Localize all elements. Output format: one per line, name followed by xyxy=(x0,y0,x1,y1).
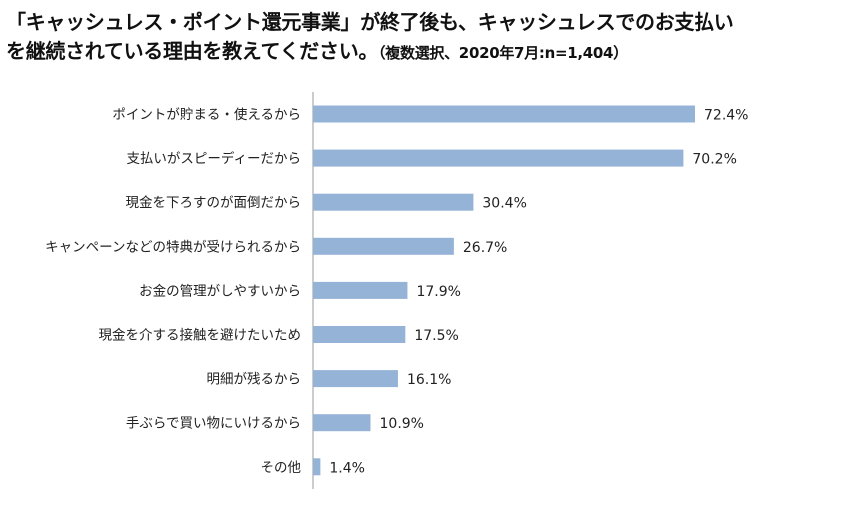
chart-subtitle: （複数選択、2020年7月:n=1,404） xyxy=(378,44,628,62)
category-label: 現金を下ろすのが面倒だから xyxy=(126,195,302,211)
bar xyxy=(313,414,371,432)
value-label: 16.1% xyxy=(407,372,451,388)
bar xyxy=(313,149,684,167)
bar xyxy=(313,237,454,255)
value-label: 1.4% xyxy=(329,460,365,476)
value-label: 26.7% xyxy=(463,240,507,256)
value-label: 70.2% xyxy=(692,152,736,168)
category-label: お金の管理がしやすいから xyxy=(139,283,301,299)
chart-title: 「キャッシュレス・ポイント還元事業」が終了後も、キャッシュレスでのお支払い を継… xyxy=(6,8,858,68)
value-label: 10.9% xyxy=(380,416,424,432)
bar xyxy=(313,326,406,343)
bar xyxy=(313,281,408,299)
bar xyxy=(313,458,321,476)
category-label: 明細が残るから xyxy=(207,372,302,388)
category-label: 手ぶらで買い物にいけるから xyxy=(126,416,301,432)
bar xyxy=(313,193,474,211)
category-label: その他 xyxy=(261,460,302,476)
category-label: ポイントが貯まる・使えるから xyxy=(112,106,301,123)
bar xyxy=(313,105,695,123)
category-label: 支払いがスピーディーだから xyxy=(126,150,301,167)
value-label: 17.9% xyxy=(416,284,460,300)
bars-group: ポイントが貯まる・使えるから 72.4% 支払いがスピーディーだから 70.2% 現金を… xyxy=(45,105,748,476)
value-label: 72.4% xyxy=(704,108,748,124)
chart-title-line-2: を継続されている理由を教えてください。（複数選択、2020年7月:n=1,404… xyxy=(6,37,858,68)
chart-title-line-2-text: を継続されている理由を教えてください。 xyxy=(6,39,379,63)
value-label: 17.5% xyxy=(414,328,458,344)
bar xyxy=(313,370,398,388)
chart-title-line-1: 「キャッシュレス・ポイント還元事業」が終了後も、キャッシュレスでのお支払い xyxy=(6,10,734,34)
category-label: 現金を介する接触を避けたいため xyxy=(99,327,302,344)
category-label: キャンペーンなどの特典が受けられるから xyxy=(45,239,301,255)
value-label: 30.4% xyxy=(482,196,526,212)
